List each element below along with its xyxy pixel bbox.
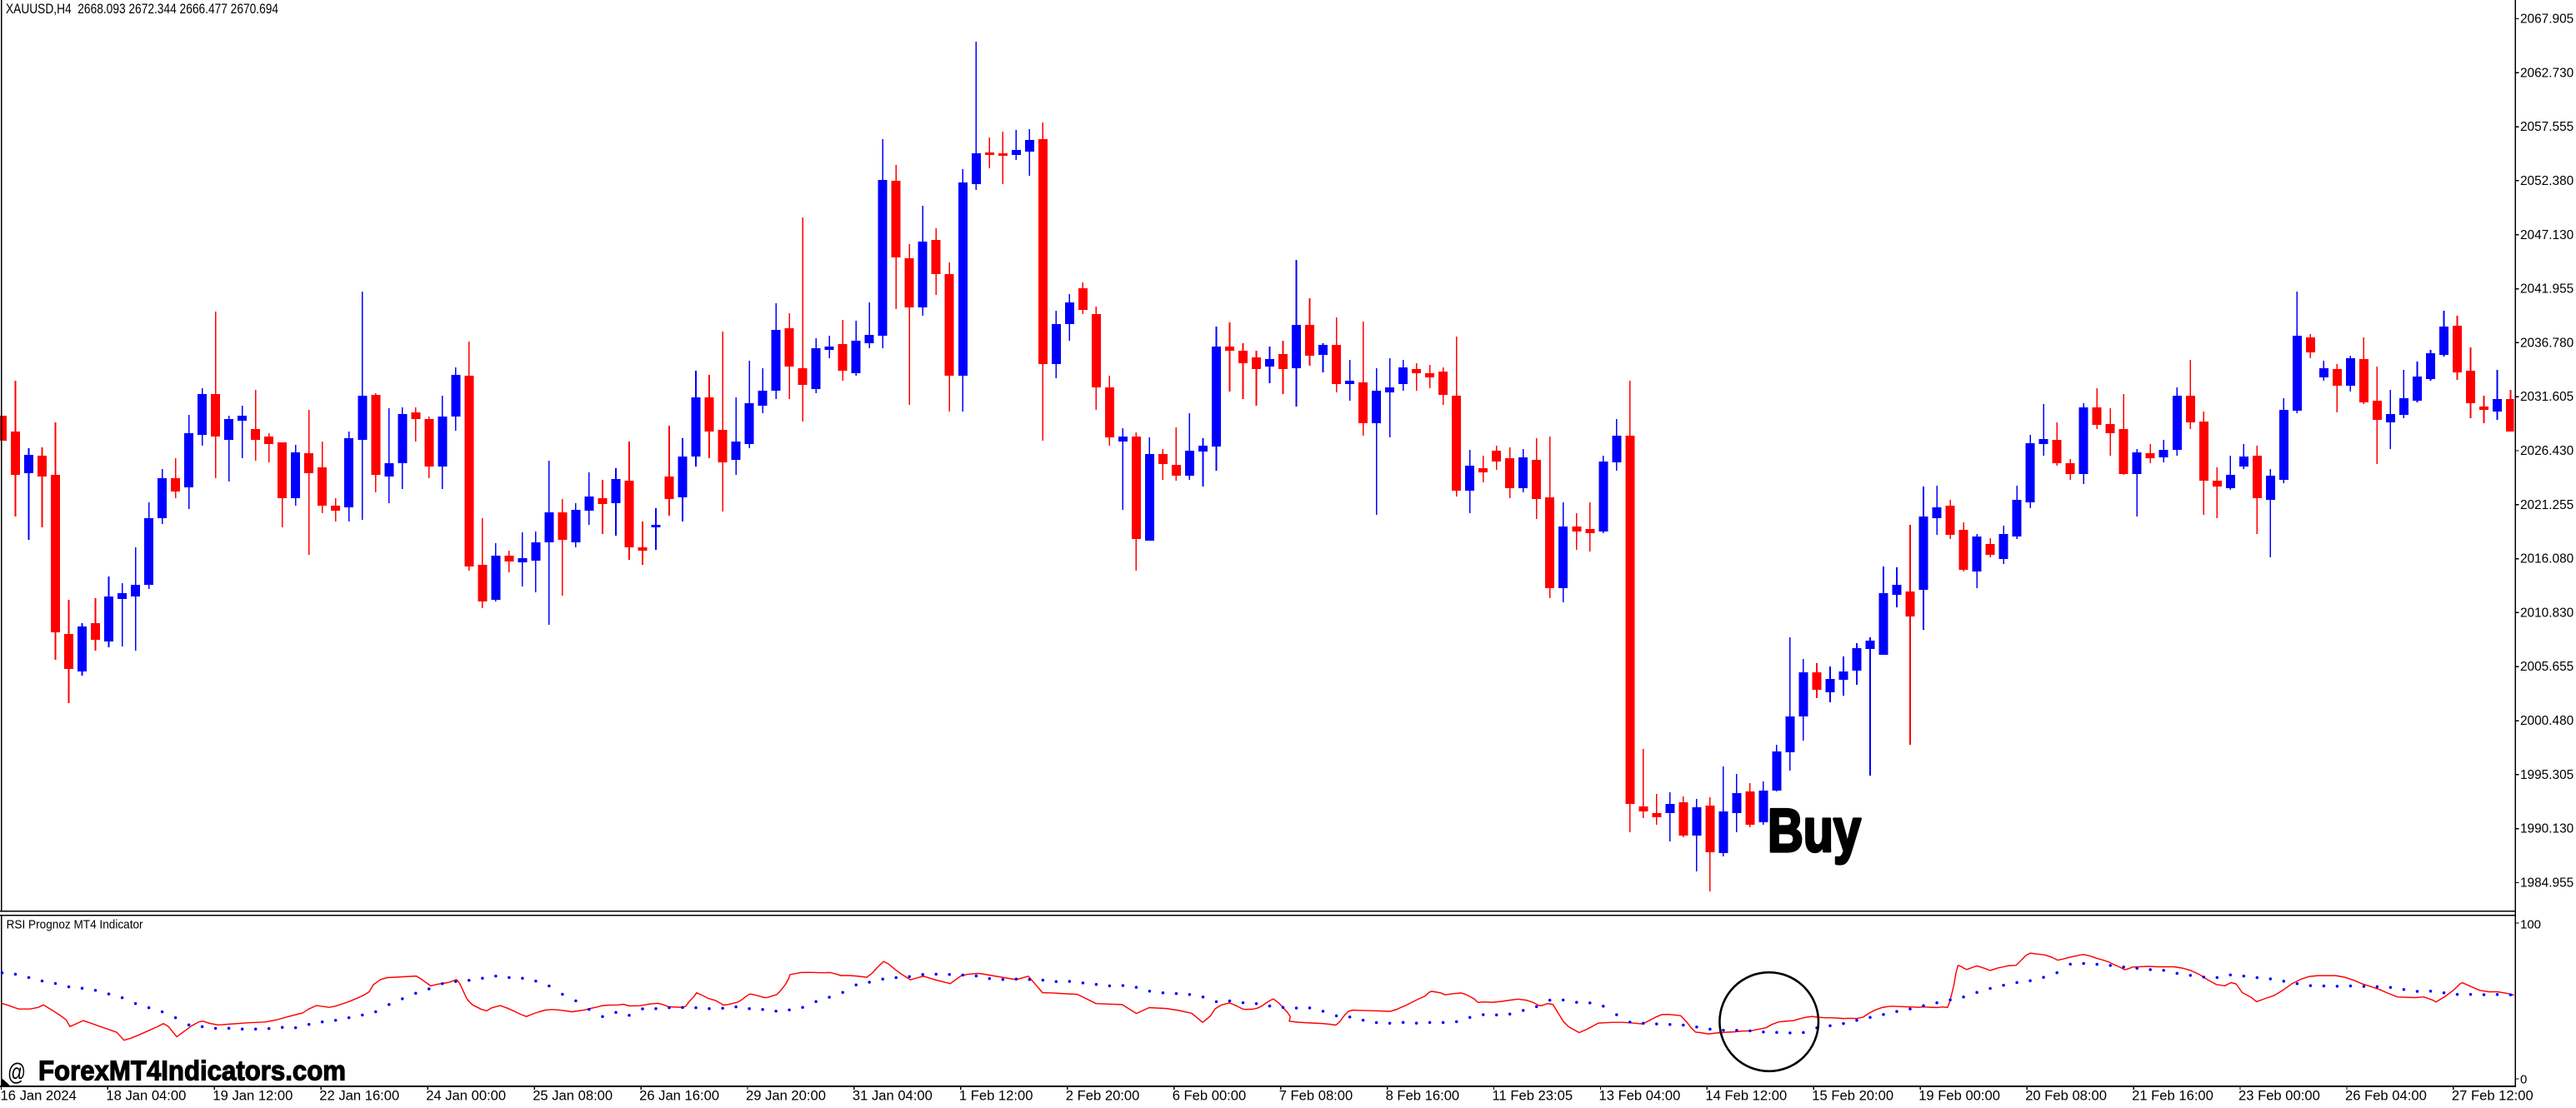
svg-text:31 Jan 04:00: 31 Jan 04:00 bbox=[853, 1088, 933, 1104]
svg-text:100: 100 bbox=[2520, 918, 2541, 932]
svg-text:2026.430: 2026.430 bbox=[2520, 444, 2573, 458]
svg-text:13 Feb 04:00: 13 Feb 04:00 bbox=[1599, 1088, 1681, 1104]
svg-text:27 Feb 12:00: 27 Feb 12:00 bbox=[2452, 1088, 2533, 1104]
svg-text:16 Jan 2024: 16 Jan 2024 bbox=[1, 1088, 77, 1104]
svg-text:11 Feb 23:05: 11 Feb 23:05 bbox=[1493, 1088, 1573, 1104]
svg-text:7 Feb 08:00: 7 Feb 08:00 bbox=[1279, 1088, 1353, 1104]
svg-text:@: @ bbox=[8, 1060, 26, 1086]
svg-text:1995.305: 1995.305 bbox=[2520, 768, 2573, 782]
svg-text:24 Jan 00:00: 24 Jan 00:00 bbox=[426, 1088, 506, 1104]
svg-text:2031.605: 2031.605 bbox=[2520, 390, 2573, 404]
svg-text:1 Feb 12:00: 1 Feb 12:00 bbox=[959, 1088, 1033, 1104]
svg-text:29 Jan 20:00: 29 Jan 20:00 bbox=[746, 1088, 826, 1104]
svg-text:2036.780: 2036.780 bbox=[2520, 336, 2573, 350]
svg-text:19 Feb 00:00: 19 Feb 00:00 bbox=[1918, 1088, 2000, 1104]
svg-text:2052.380: 2052.380 bbox=[2520, 174, 2573, 188]
svg-text:2000.480: 2000.480 bbox=[2520, 714, 2573, 728]
svg-text:Buy: Buy bbox=[1768, 797, 1861, 865]
svg-text:0: 0 bbox=[2520, 1073, 2527, 1087]
svg-text:XAUUSD,H4 2668.093 2672.344 2: XAUUSD,H4 2668.093 2672.344 2666.477 267… bbox=[6, 2, 278, 17]
svg-text:2016.080: 2016.080 bbox=[2520, 552, 2573, 566]
svg-text:15 Feb 20:00: 15 Feb 20:00 bbox=[1812, 1088, 1893, 1104]
svg-text:2057.555: 2057.555 bbox=[2520, 120, 2573, 134]
svg-text:2067.905: 2067.905 bbox=[2520, 12, 2573, 27]
svg-text:2021.255: 2021.255 bbox=[2520, 498, 2573, 512]
svg-text:26 Jan 16:00: 26 Jan 16:00 bbox=[639, 1088, 719, 1104]
svg-text:18 Jan 04:00: 18 Jan 04:00 bbox=[106, 1088, 186, 1104]
svg-text:2 Feb 20:00: 2 Feb 20:00 bbox=[1066, 1088, 1140, 1104]
svg-text:23 Feb 00:00: 23 Feb 00:00 bbox=[2238, 1088, 2320, 1104]
svg-text:2062.730: 2062.730 bbox=[2520, 66, 2573, 80]
svg-text:26 Feb 04:00: 26 Feb 04:00 bbox=[2345, 1088, 2427, 1104]
svg-text:20 Feb 08:00: 20 Feb 08:00 bbox=[2025, 1088, 2107, 1104]
svg-text:21 Feb 16:00: 21 Feb 16:00 bbox=[2132, 1088, 2213, 1104]
svg-text:19 Jan 12:00: 19 Jan 12:00 bbox=[213, 1088, 293, 1104]
svg-text:RSI Prognoz MT4 Indicator: RSI Prognoz MT4 Indicator bbox=[7, 919, 143, 932]
svg-text:1990.130: 1990.130 bbox=[2520, 822, 2573, 836]
svg-text:22 Jan 16:00: 22 Jan 16:00 bbox=[319, 1088, 399, 1104]
svg-text:2041.955: 2041.955 bbox=[2520, 282, 2573, 297]
svg-text:25 Jan 08:00: 25 Jan 08:00 bbox=[533, 1088, 613, 1104]
svg-text:2010.830: 2010.830 bbox=[2520, 606, 2573, 620]
svg-text:14 Feb 12:00: 14 Feb 12:00 bbox=[1705, 1088, 1787, 1104]
svg-text:8 Feb 16:00: 8 Feb 16:00 bbox=[1386, 1088, 1460, 1104]
svg-text:2005.655: 2005.655 bbox=[2520, 660, 2573, 674]
svg-text:6 Feb 00:00: 6 Feb 00:00 bbox=[1173, 1088, 1247, 1104]
svg-text:ForexMT4Indicators.com: ForexMT4Indicators.com bbox=[38, 1056, 346, 1087]
svg-text:1984.955: 1984.955 bbox=[2520, 876, 2573, 891]
svg-text:2047.130: 2047.130 bbox=[2520, 228, 2573, 242]
